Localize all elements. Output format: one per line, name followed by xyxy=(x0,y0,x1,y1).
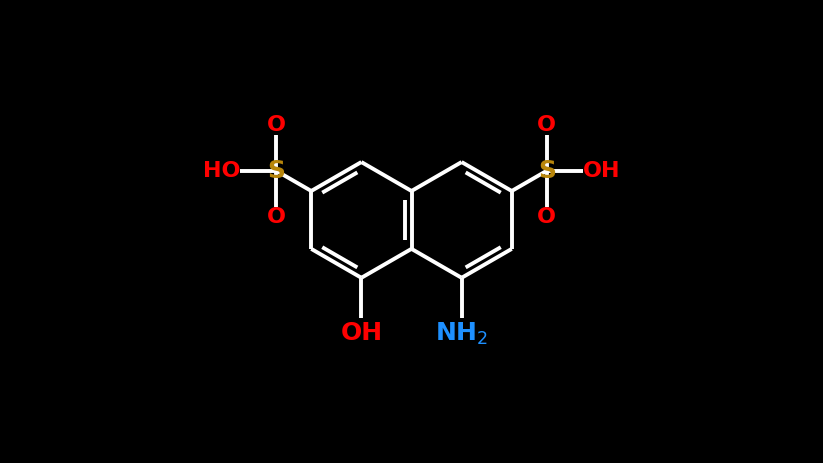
Text: HO: HO xyxy=(202,161,240,181)
Text: O: O xyxy=(537,206,556,226)
Text: O: O xyxy=(537,115,556,135)
Text: O: O xyxy=(267,206,286,226)
Text: S: S xyxy=(267,159,286,183)
Text: OH: OH xyxy=(341,321,383,345)
Text: NH$_2$: NH$_2$ xyxy=(435,321,488,347)
Text: OH: OH xyxy=(583,161,621,181)
Text: O: O xyxy=(267,115,286,135)
Text: S: S xyxy=(537,159,556,183)
